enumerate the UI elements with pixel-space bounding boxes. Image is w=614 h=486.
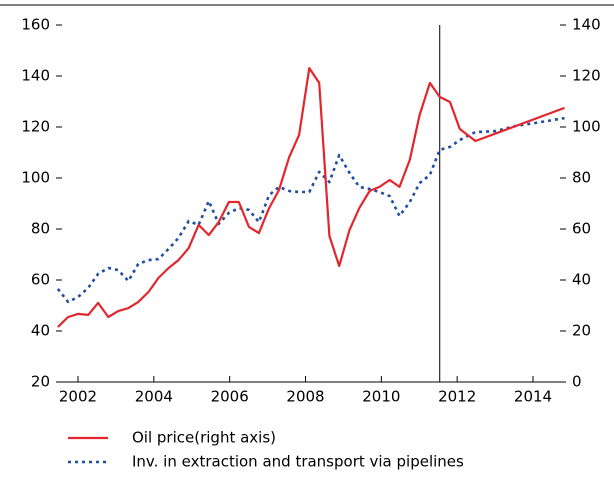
y2-tick-label: 140: [572, 16, 601, 34]
x-tick-label: 2004: [135, 388, 173, 406]
x-tick-label: 2010: [362, 388, 400, 406]
series-line: [56, 116, 565, 304]
x-tick-label: 2006: [211, 388, 249, 406]
y2-tick-label: 0: [572, 373, 582, 391]
x-tick-label: 2014: [514, 388, 552, 406]
x-tick-label: 2002: [59, 388, 97, 406]
y-tick-label: 40: [31, 322, 50, 340]
y-tick-label: 100: [21, 169, 50, 187]
y2-tick-label: 20: [572, 322, 591, 340]
y-tick-label: 20: [31, 373, 50, 391]
y-tick-label: 140: [21, 67, 50, 85]
y-tick-label: 80: [31, 220, 50, 238]
legend-label: Inv. in extraction and transport via pip…: [132, 453, 464, 471]
y-tick-label: 60: [31, 271, 50, 289]
y2-tick-label: 60: [572, 220, 591, 238]
x-tick-label: 2008: [286, 388, 324, 406]
y2-tick-label: 100: [572, 118, 601, 136]
legend-label: Oil price(right axis): [132, 429, 276, 447]
y-tick-label: 120: [21, 118, 50, 136]
series-line: [57, 66, 565, 328]
y2-tick-label: 40: [572, 271, 591, 289]
y2-tick-label: 120: [572, 67, 601, 85]
x-tick-label: 2012: [438, 388, 476, 406]
y2-tick-label: 80: [572, 169, 591, 187]
y-tick-label: 160: [21, 16, 50, 34]
